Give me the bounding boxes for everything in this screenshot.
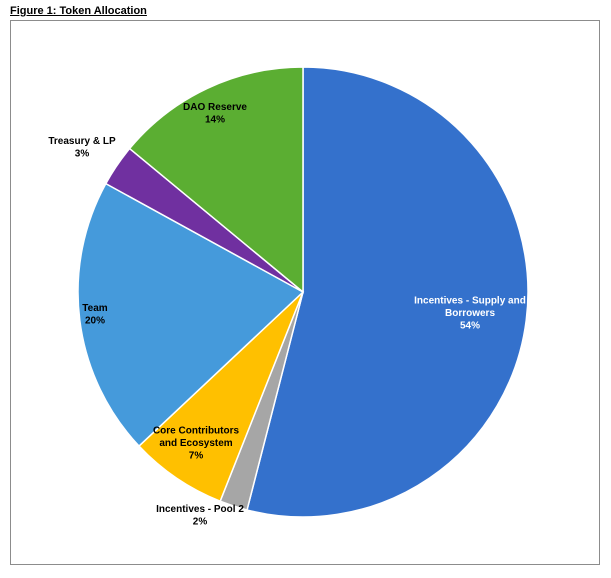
slice-label-5: Treasury & LP 3% [48,136,116,160]
slice-label-6: DAO Reserve 14% [183,102,247,126]
pie-slices [77,66,529,518]
slice-label-3: Core Contributors and Ecosystem 7% [153,426,240,462]
slice-label-1: Incentives - Supply and Borrowers 54% [414,296,526,332]
pie-labels: Incentives - Supply and Borrowers 54% Incen… [48,102,526,528]
pie-slice-6 [128,66,304,294]
figure-caption: Figure 1: Token Allocation [10,5,147,17]
slice-label-4: Team 20% [82,303,107,327]
pie-slice-4 [77,182,305,448]
pie-slice-1 [246,66,529,518]
slice-label-2: Incentives - Pool 2 2% [156,504,244,528]
